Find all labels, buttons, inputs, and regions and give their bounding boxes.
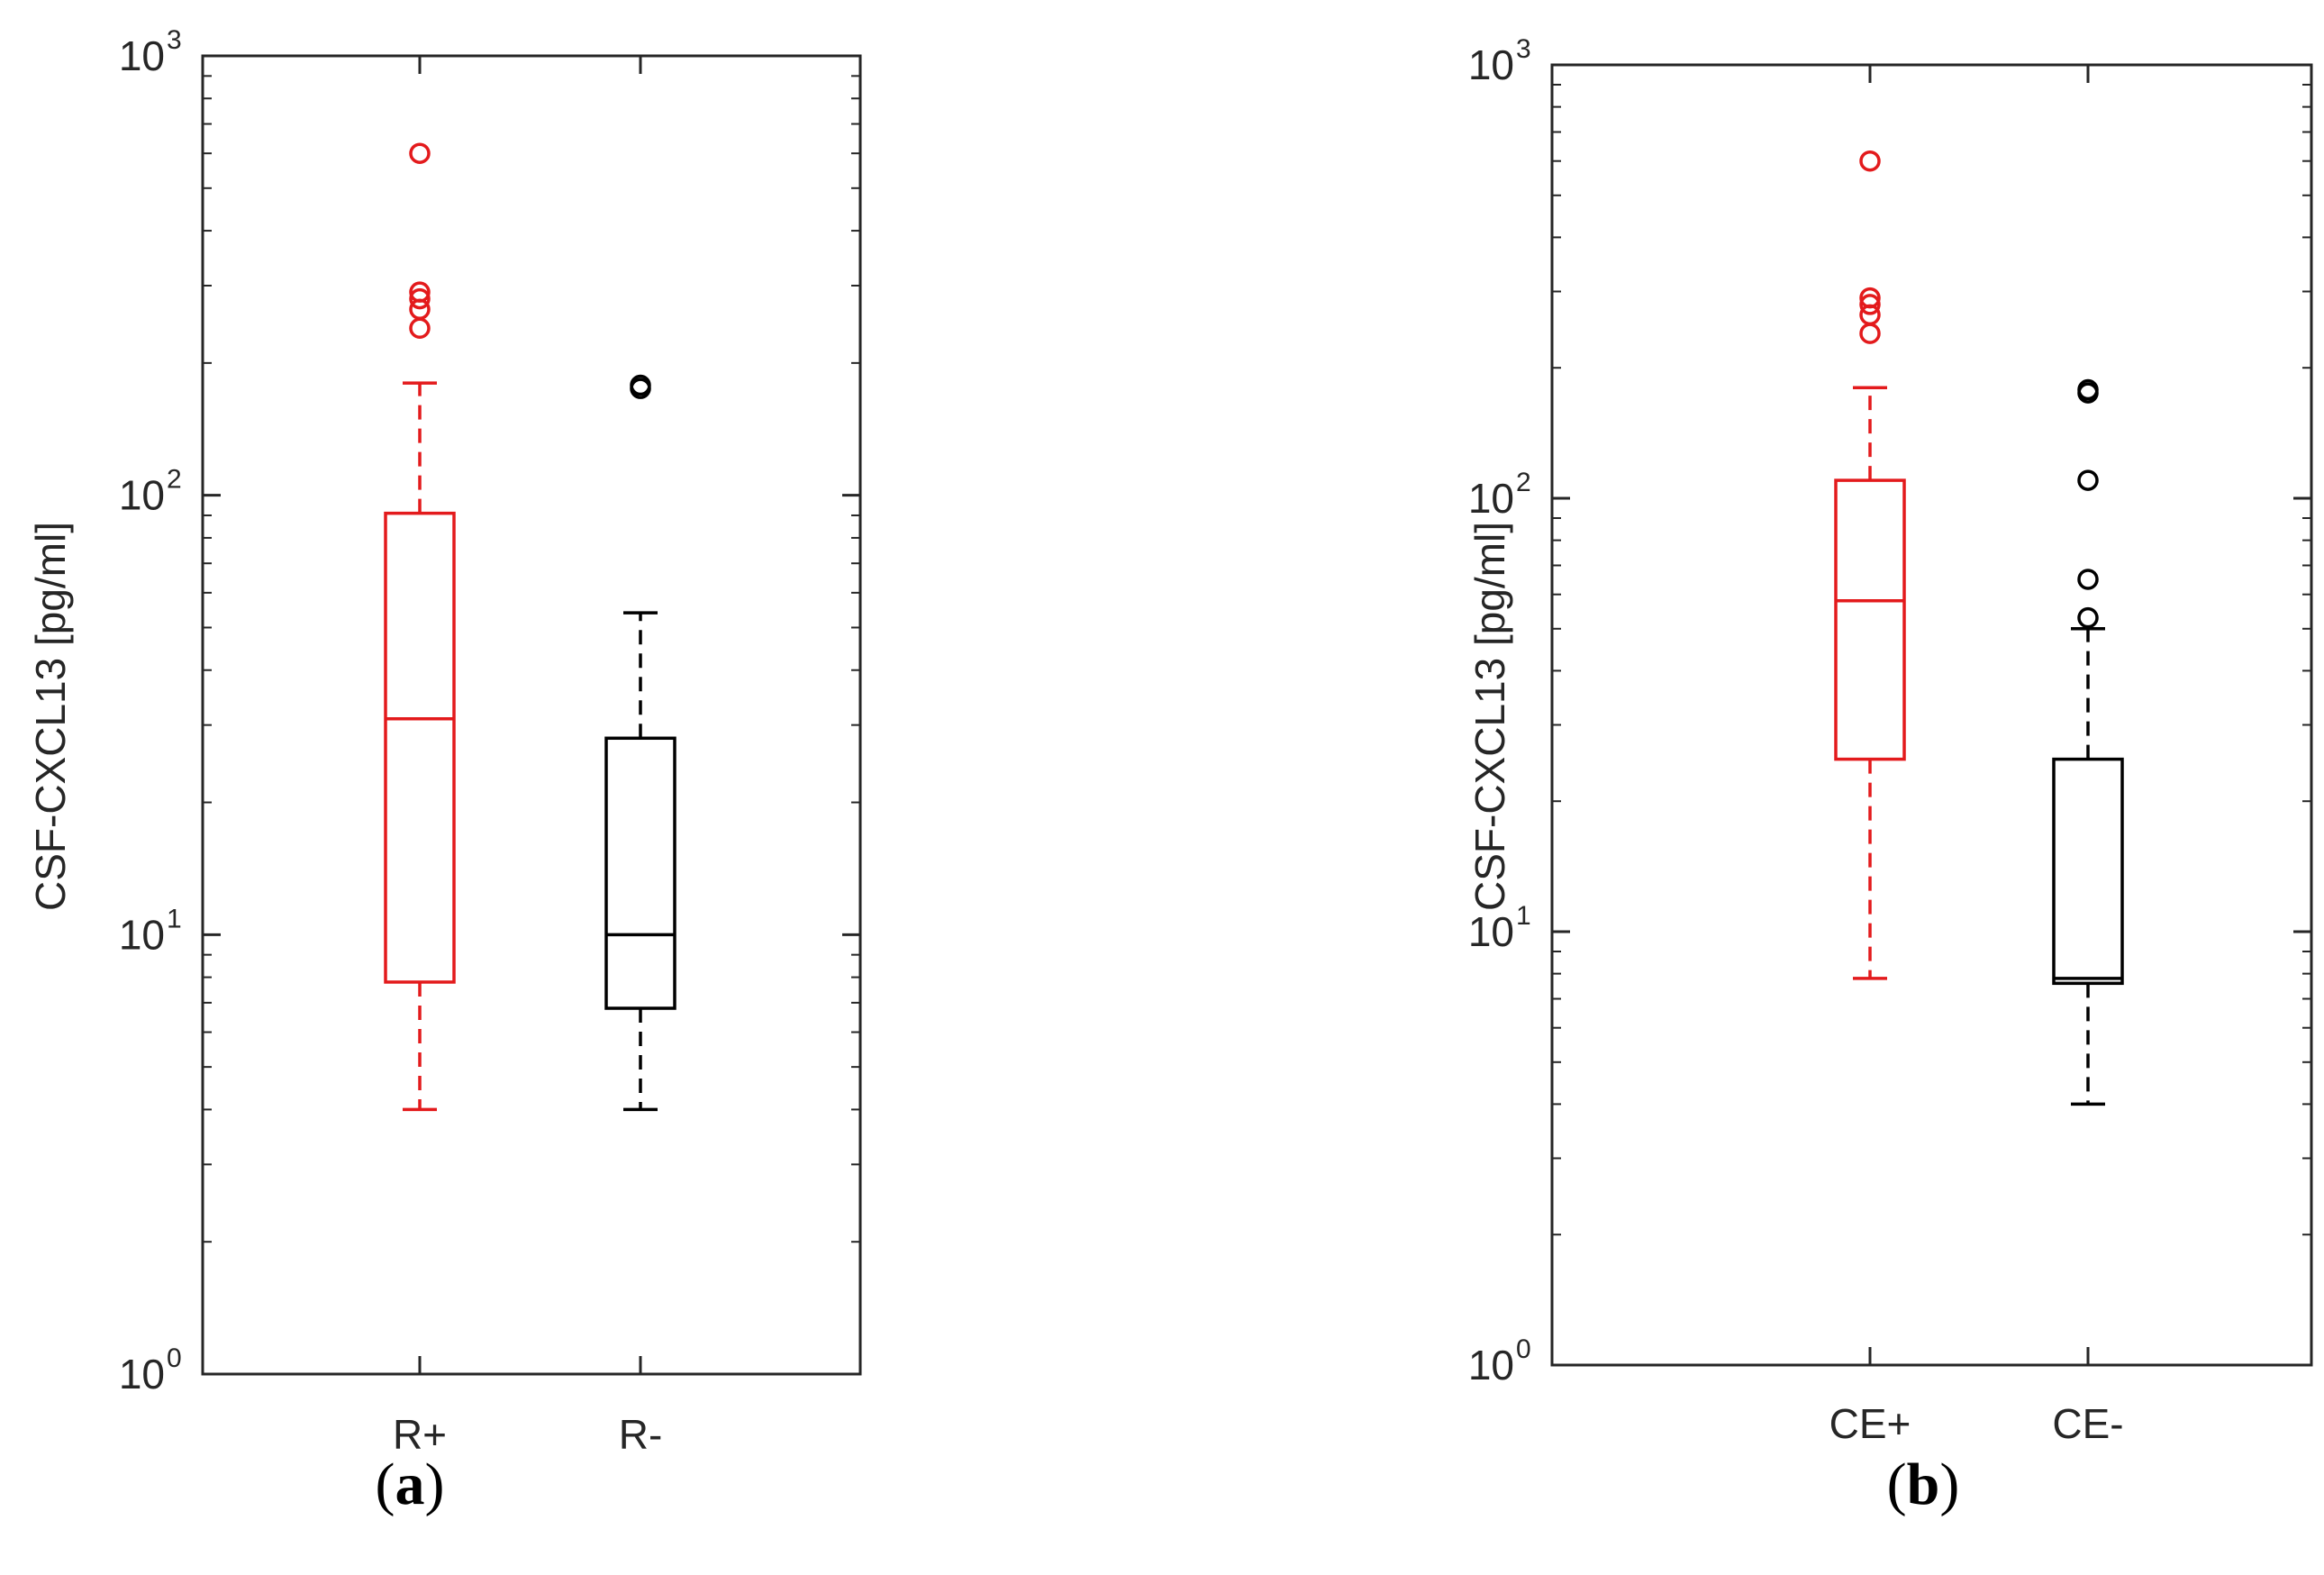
y-tick-label: 10 bbox=[119, 1351, 165, 1397]
box-iqr bbox=[604, 736, 676, 1010]
y-tick-exponent: 3 bbox=[167, 25, 182, 55]
outlier-point bbox=[2077, 469, 2099, 491]
y-tick-exponent: 0 bbox=[1516, 1334, 1531, 1364]
outlier-point bbox=[1859, 294, 1881, 315]
y-tick-label: 10 bbox=[1468, 41, 1514, 88]
x-tick-label: R- bbox=[619, 1411, 663, 1458]
y-axis-label: CSF-CXCL13 [pg/ml] bbox=[27, 522, 74, 911]
outlier-point bbox=[2077, 378, 2099, 401]
y-tick-label: 10 bbox=[119, 32, 165, 79]
outlier-point bbox=[1859, 287, 1881, 309]
box-iqr bbox=[1834, 478, 1906, 761]
y-tick-exponent: 0 bbox=[167, 1343, 182, 1373]
outlier-point bbox=[409, 281, 431, 303]
panel-label-a: (a) bbox=[375, 1452, 445, 1517]
axes-frame bbox=[201, 54, 862, 1376]
outlier-point bbox=[2077, 569, 2099, 590]
y-tick-exponent: 1 bbox=[167, 904, 182, 933]
panel-letter-b: b bbox=[1906, 1452, 1940, 1517]
y-axis-label: CSF-CXCL13 [pg/ml] bbox=[1466, 522, 1513, 911]
y-tick-label: 10 bbox=[119, 472, 165, 519]
outlier-point bbox=[409, 142, 431, 164]
y-tick-exponent: 1 bbox=[1516, 901, 1531, 931]
box-iqr bbox=[384, 511, 456, 984]
x-tick-label: CE- bbox=[2052, 1400, 2123, 1447]
y-tick-label: 10 bbox=[1468, 1342, 1514, 1388]
axes-frame bbox=[1550, 63, 2313, 1367]
panel-letter-a: a bbox=[395, 1452, 425, 1517]
panel-label-b: (b) bbox=[1886, 1452, 1960, 1517]
x-tick-label: CE+ bbox=[1829, 1400, 1911, 1447]
y-tick-label: 10 bbox=[119, 911, 165, 958]
y-tick-exponent: 2 bbox=[1516, 468, 1531, 497]
y-tick-label: 10 bbox=[1468, 475, 1514, 522]
outlier-point bbox=[409, 287, 431, 310]
outlier-point bbox=[630, 374, 651, 396]
box-iqr bbox=[2052, 757, 2124, 986]
outlier-point bbox=[1859, 150, 1881, 172]
outlier-point bbox=[1859, 323, 1881, 344]
y-tick-label: 10 bbox=[1468, 908, 1514, 955]
y-tick-exponent: 2 bbox=[167, 465, 182, 495]
outlier-point bbox=[409, 317, 431, 340]
outlier-point bbox=[2077, 606, 2099, 629]
y-tick-exponent: 3 bbox=[1516, 34, 1531, 64]
x-tick-label: R+ bbox=[393, 1411, 447, 1458]
